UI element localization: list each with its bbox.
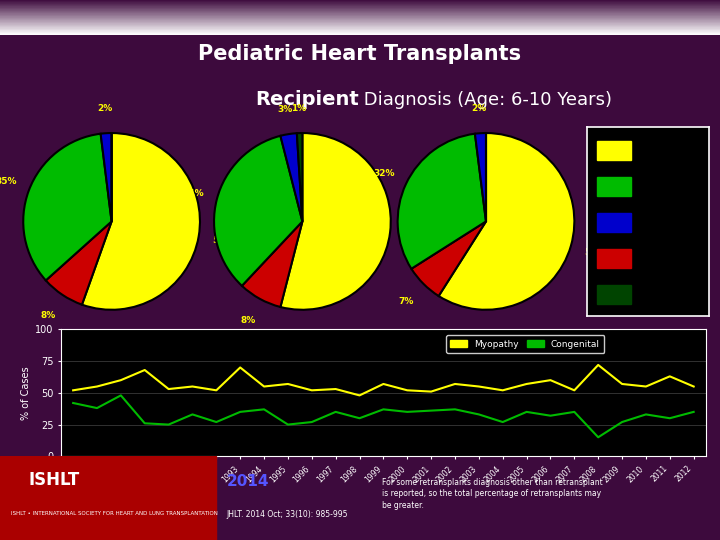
Text: Recipient: Recipient (256, 90, 359, 109)
Bar (0, 34, 720, 35)
Bar (0, 10, 720, 11)
Bar (0, 6, 720, 7)
Bar (0, 31, 720, 32)
Text: 1988-1999: 1988-1999 (78, 334, 145, 345)
Bar (0, 22, 720, 23)
Bar (0, 27, 720, 28)
Text: 34%: 34% (182, 189, 204, 198)
Wedge shape (280, 133, 302, 221)
Text: 2000-2005: 2000-2005 (269, 334, 336, 345)
Wedge shape (23, 134, 112, 280)
Text: ISHLT: ISHLT (29, 471, 80, 489)
Bar (0, 29, 720, 30)
Wedge shape (411, 221, 486, 296)
Bar (0, 24, 720, 25)
Bar (0, 13, 720, 14)
Bar (0, 5, 720, 6)
Text: Pediatric Heart Transplants: Pediatric Heart Transplants (199, 44, 521, 64)
Bar (597, 285, 631, 303)
Text: 8%: 8% (240, 316, 256, 325)
Bar (597, 249, 631, 268)
Wedge shape (297, 133, 302, 221)
Wedge shape (475, 133, 486, 221)
Text: 2%: 2% (472, 104, 487, 113)
Bar (0, 18, 720, 19)
Bar (0, 2, 720, 3)
Wedge shape (242, 221, 302, 307)
Bar (0, 9, 720, 10)
Wedge shape (101, 133, 112, 221)
Wedge shape (214, 136, 302, 286)
Bar (0, 16, 720, 17)
Bar (0, 0, 720, 1)
Y-axis label: % of Cases: % of Cases (21, 366, 31, 420)
Text: For some retransplants diagnosis other than retransplant
is reported, so the tot: For some retransplants diagnosis other t… (382, 478, 603, 510)
Text: 32%: 32% (373, 168, 395, 178)
Bar (0, 32, 720, 33)
Bar (0, 19, 720, 20)
Bar (0, 33, 720, 34)
Bar (0, 21, 720, 22)
Bar (0, 30, 720, 31)
Wedge shape (280, 133, 391, 310)
Text: 2014: 2014 (227, 474, 269, 489)
Text: 2006-6/2013: 2006-6/2013 (447, 334, 525, 345)
Bar (597, 177, 631, 196)
Bar (0, 26, 720, 27)
Text: 35%: 35% (0, 177, 17, 186)
Legend: Myopathy, Congenital: Myopathy, Congenital (446, 335, 604, 353)
Text: 2%: 2% (97, 104, 112, 113)
Bar (0, 12, 720, 13)
Text: JHLT. 2014 Oct; 33(10): 985-995: JHLT. 2014 Oct; 33(10): 985-995 (227, 510, 348, 519)
Bar (0, 8, 720, 9)
Bar (0, 25, 720, 26)
Bar (0, 4, 720, 5)
Bar (0, 7, 720, 8)
Bar (0, 14, 720, 15)
Bar (0, 1, 720, 2)
Text: 1%: 1% (291, 104, 307, 113)
Wedge shape (46, 221, 112, 305)
Bar (0, 23, 720, 24)
Text: 56%: 56% (212, 236, 234, 245)
Text: Diagnosis (Age: 6-10 Years): Diagnosis (Age: 6-10 Years) (358, 91, 612, 109)
Wedge shape (438, 133, 575, 310)
Text: 7%: 7% (398, 297, 414, 306)
Bar (0, 17, 720, 18)
Wedge shape (397, 134, 486, 269)
Bar (0, 20, 720, 21)
Text: 59%: 59% (584, 248, 606, 258)
Wedge shape (82, 133, 200, 310)
Bar (0, 11, 720, 12)
Bar (597, 213, 631, 232)
Bar (0, 3, 720, 4)
Bar (597, 141, 631, 160)
Bar (0, 15, 720, 16)
Bar (0, 28, 720, 29)
Text: 8%: 8% (41, 311, 56, 320)
Text: 54%: 54% (404, 231, 426, 240)
Text: 3%: 3% (277, 105, 292, 114)
Text: ISHLT • INTERNATIONAL SOCIETY FOR HEART AND LUNG TRANSPLANTATION: ISHLT • INTERNATIONAL SOCIETY FOR HEART … (11, 511, 217, 516)
Bar (0, 456, 216, 540)
